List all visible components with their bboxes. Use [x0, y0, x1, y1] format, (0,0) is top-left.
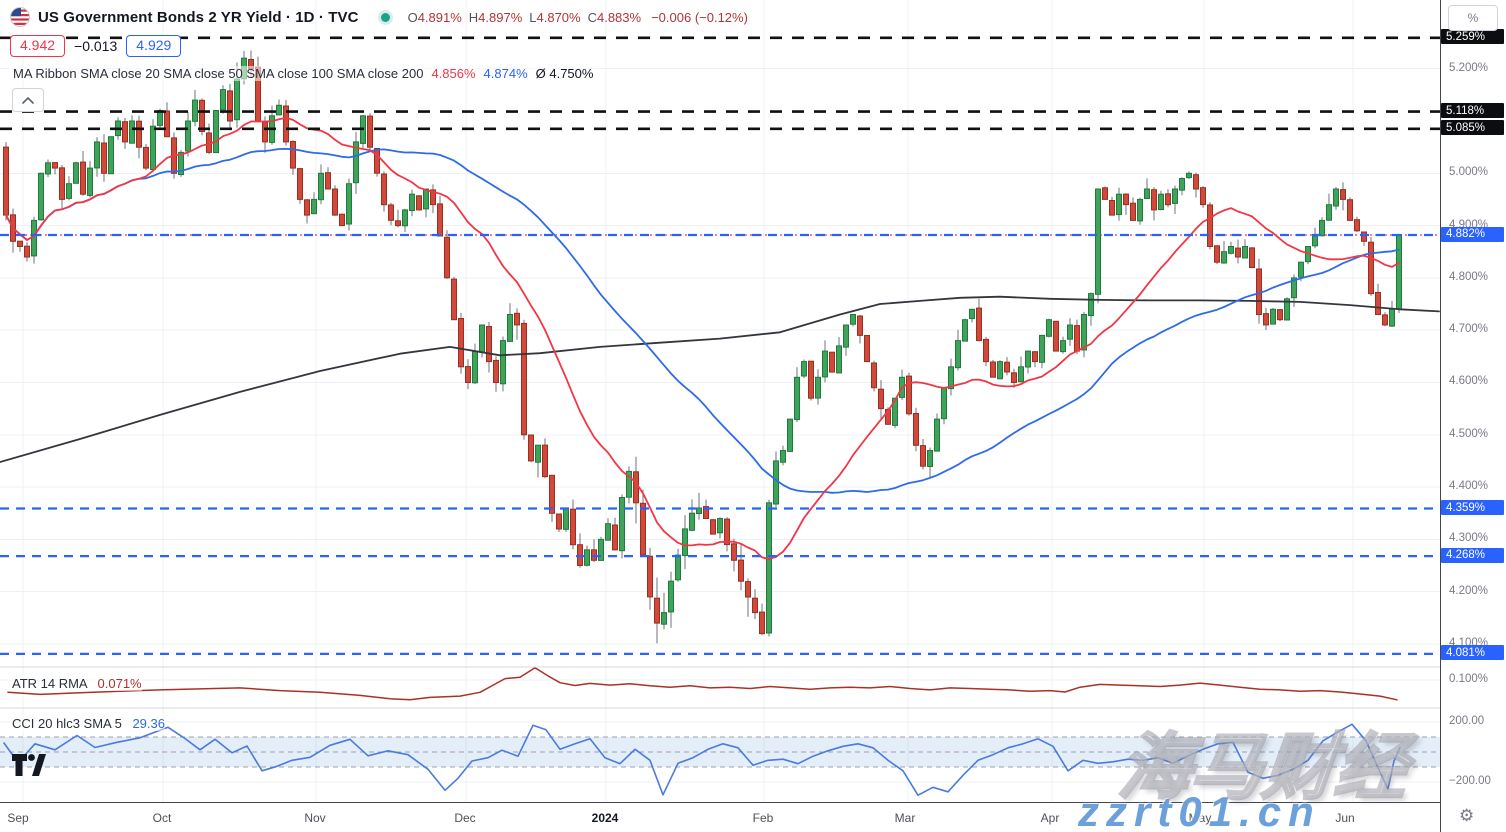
- time-tick-label: May: [1188, 811, 1212, 825]
- time-tick-label: Jun: [1335, 811, 1355, 825]
- change-value-label: −0.013: [74, 38, 118, 54]
- sma-slow-line: [0, 295, 1440, 463]
- cci-legend[interactable]: CCI 20 hlc3 SMA 5 29.36: [12, 716, 165, 731]
- price-tick-label: 4.300%: [1449, 532, 1489, 545]
- high-value-box: 4.929: [126, 35, 182, 57]
- price-level-badge: 5.085%: [1441, 120, 1504, 136]
- symbol-legend-row: US Government Bonds 2 YR Yield · 1D · TV…: [10, 7, 748, 27]
- axis-unit-button[interactable]: %: [1448, 5, 1498, 31]
- price-tick-label: 5.200%: [1449, 61, 1489, 74]
- low-value-box: 4.942: [10, 35, 66, 57]
- chevron-up-icon: [22, 96, 34, 104]
- price-tick-label: 5.000%: [1449, 166, 1489, 179]
- price-level-badge: 4.081%: [1441, 645, 1504, 661]
- sma50-line: [5, 147, 1400, 494]
- price-level-badge: 4.359%: [1441, 500, 1504, 516]
- price-tick-label: 4.700%: [1449, 323, 1489, 336]
- ohlc-values: O4.891% H4.897% L4.870% C4.883%: [408, 10, 642, 25]
- ohlc-change: −0.006 (−0.12%): [651, 9, 748, 25]
- price-level-badge: 4.882%: [1441, 226, 1504, 242]
- time-tick-label: Mar: [894, 811, 916, 825]
- price-level-badge: 4.268%: [1441, 547, 1504, 563]
- atr-value: 0.071%: [97, 676, 142, 691]
- ohlc-value: 4.870%: [536, 9, 581, 25]
- collapse-legend-button[interactable]: [12, 88, 44, 112]
- cci-value: 29.36: [132, 716, 165, 731]
- price-level-badge: 5.259%: [1441, 29, 1504, 45]
- tradingview-logo-icon: [12, 754, 46, 776]
- cci-title[interactable]: CCI 20 hlc3 SMA 5: [12, 716, 122, 731]
- ohlc-value: 4.897%: [478, 9, 523, 25]
- ma-ribbon-mid-value: 4.874%: [483, 66, 528, 81]
- symbol-title[interactable]: US Government Bonds 2 YR Yield · 1D · TV…: [38, 8, 359, 26]
- tradingview-logo[interactable]: [12, 754, 46, 781]
- time-tick-label: Feb: [752, 811, 774, 825]
- price-range-boxes: 4.942 −0.013 4.929: [10, 35, 182, 57]
- time-tick-label: Nov: [304, 811, 326, 825]
- cci-band: [0, 736, 1440, 768]
- ohlc-letter: L: [529, 9, 537, 25]
- atr-tick-label: 0.100%: [1449, 673, 1489, 685]
- ohlc-letter: H: [468, 9, 479, 25]
- time-tick-label: Oct: [152, 811, 172, 825]
- atr-legend[interactable]: ATR 14 RMA 0.071%: [12, 676, 142, 691]
- ohlc-value: 4.891%: [417, 9, 462, 25]
- ma-ribbon-fast-value: 4.856%: [431, 66, 476, 81]
- ma-ribbon-avg-value: Ø 4.750%: [535, 66, 594, 81]
- price-tick-label: 4.400%: [1449, 480, 1489, 493]
- us-flag-icon: [10, 7, 30, 27]
- ohlc-value: 4.883%: [596, 9, 642, 25]
- price-tick-label: 4.800%: [1449, 270, 1489, 283]
- cci-tick-label: 200.00: [1449, 715, 1485, 727]
- price-tick-label: 4.500%: [1449, 427, 1489, 440]
- time-tick-label: Apr: [1040, 811, 1060, 825]
- market-status-dot[interactable]: [380, 12, 390, 22]
- gear-icon[interactable]: ⚙: [1459, 806, 1475, 825]
- price-level-badge: 5.118%: [1441, 103, 1504, 119]
- ohlc-letter: O: [407, 9, 418, 25]
- candlestick-series: [3, 50, 1402, 644]
- ma-ribbon-legend[interactable]: MA Ribbon SMA close 20 SMA close 50 SMA …: [10, 66, 597, 81]
- cci-tick-label: −200.00: [1449, 775, 1491, 787]
- time-tick-label: 2024: [591, 811, 619, 825]
- axis-corner-cell: ⚙: [1441, 805, 1506, 832]
- price-tick-label: 4.200%: [1449, 584, 1489, 597]
- cci-line: [3, 723, 1401, 797]
- price-tick-label: 4.600%: [1449, 375, 1489, 388]
- price-axis[interactable]: % 5.200% 5.000% 4.900% 4.800% 4.700% 4.600% 4.…: [1440, 0, 1506, 832]
- atr-title[interactable]: ATR 14 RMA: [12, 676, 87, 691]
- time-tick-label: Sep: [7, 811, 29, 825]
- time-tick-label: Dec: [454, 811, 476, 825]
- ohlc-letter: C: [587, 9, 597, 25]
- sma20-line: [5, 116, 1400, 560]
- atr-line: [7, 666, 1398, 701]
- time-axis[interactable]: Sep Oct Nov Dec 2024 Feb Mar Apr May Jun: [0, 803, 1440, 832]
- ma-ribbon-title[interactable]: MA Ribbon SMA close 20 SMA close 50 SMA …: [13, 66, 424, 81]
